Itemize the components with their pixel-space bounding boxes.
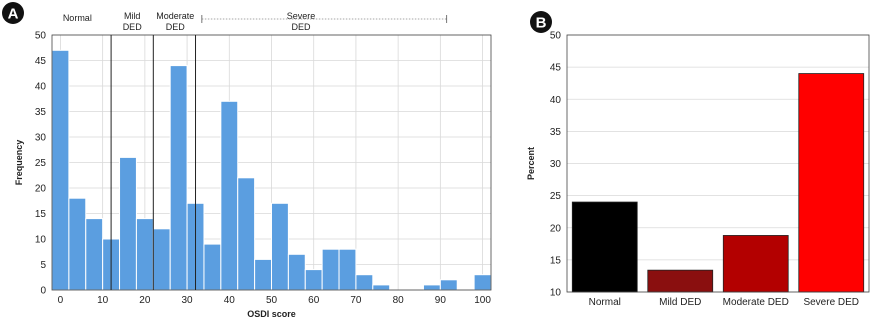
histogram-bar (254, 258, 273, 291)
band-label-severe-line1: Severe (287, 11, 316, 21)
severity-bar (571, 201, 638, 293)
histogram-y-tick-label: 25 (35, 158, 47, 169)
band-label-mild-line1: Mild (124, 11, 141, 21)
histogram-x-tick-label: 70 (350, 295, 362, 306)
panel-b-circle (530, 11, 552, 33)
severity-bar-category-label: Moderate DED (723, 297, 789, 308)
histogram-x-tick-label: 80 (393, 295, 405, 306)
histogram-y-tick-label: 15 (35, 209, 47, 220)
histogram-x-tick-label: 60 (308, 295, 320, 306)
histogram-y-tick-label: 45 (35, 56, 47, 67)
histogram-y-tick-label: 10 (35, 235, 47, 246)
severity-bar (647, 269, 714, 293)
severity-bar-category-label: Normal (589, 297, 621, 308)
histogram-bar (422, 284, 441, 291)
severity-bar-y-tick-label: 35 (550, 127, 562, 138)
histogram-y-tick-label: 35 (35, 107, 47, 118)
severity-bar-y-tick-label: 40 (550, 95, 562, 106)
severity-bar-chart: 10 15 20 25 30 35 40 45 50 Normal Mild DED Moderat… (526, 31, 870, 308)
histogram-bar (237, 177, 256, 291)
severity-bar-y-tick-label: 25 (550, 191, 562, 202)
histogram-bar (220, 100, 239, 291)
histogram-x-tick-label: 20 (139, 295, 151, 306)
histogram-bar (372, 284, 391, 291)
panel-a-badge: A (2, 2, 24, 24)
panel-a-letter: A (8, 6, 19, 23)
band-label-severe-line2: DED (292, 22, 312, 32)
histogram-x-tick-label: 0 (58, 295, 64, 306)
band-label-moderate-line2: DED (166, 22, 186, 32)
severity-bar-frame (566, 34, 870, 293)
histogram-bar (439, 279, 458, 291)
histogram-bar (321, 248, 340, 291)
histogram-bar (152, 228, 171, 291)
histogram-bar (473, 274, 492, 291)
histogram-x-axis-label: OSDI score (247, 309, 296, 319)
histogram-bar (169, 65, 188, 291)
histogram-x-tick-label: 10 (97, 295, 109, 306)
severity-bars (571, 73, 865, 293)
panel-b-badge: B (530, 11, 552, 33)
histogram-bar (85, 218, 104, 291)
severity-bar-y-ticks: 10 15 20 25 30 35 40 45 50 (550, 31, 562, 299)
histogram-x-tick-label: 30 (182, 295, 194, 306)
histogram-y-tick-label: 0 (40, 286, 46, 297)
band-label-mild-line2: DED (123, 22, 143, 32)
histogram-bar (68, 197, 87, 291)
histogram-x-tick-label: 50 (266, 295, 278, 306)
histogram-bar (287, 253, 306, 291)
band-label-normal: Normal (63, 13, 92, 23)
panel-b-letter: B (536, 15, 547, 32)
histogram-x-tick-label: 90 (435, 295, 447, 306)
histogram-bar (51, 49, 70, 291)
severity-bar-x-ticks: Normal Mild DED Moderate DED Severe DED (589, 297, 859, 308)
histogram-bars (51, 49, 492, 291)
histogram-bar (355, 274, 374, 291)
histogram-y-tick-label: 50 (35, 31, 47, 42)
histogram-chart: 0 5 10 15 20 25 30 35 40 45 50 0 10 20 30 40 50 60 70 80 90… (14, 11, 492, 319)
panel-a-circle (2, 2, 24, 24)
severity-bar-y-axis-label: Percent (526, 147, 536, 180)
severity-bar-y-tick-label: 20 (550, 223, 562, 234)
histogram-y-tick-label: 30 (35, 133, 47, 144)
severity-bar-y-tick-label: 50 (550, 31, 562, 42)
histogram-y-ticks: 0 5 10 15 20 25 30 35 40 45 50 (35, 31, 47, 297)
histogram-bar (338, 248, 357, 291)
severity-bar (722, 235, 789, 293)
histogram-bar (304, 269, 323, 291)
histogram-bar (119, 156, 137, 291)
band-label-moderate-line1: Moderate (156, 11, 194, 21)
histogram-x-tick-label: 100 (474, 295, 491, 306)
severity-band-labels: Normal Mild DED Moderate DED Severe DED (63, 11, 448, 32)
histogram-bar (135, 218, 154, 291)
histogram-bar (271, 202, 289, 291)
severity-bar-y-tick-label: 30 (550, 159, 562, 170)
severity-bar-category-label: Severe DED (803, 297, 859, 308)
histogram-y-axis-label: Frequency (14, 140, 24, 186)
severity-cutoff-lines (110, 35, 197, 290)
histogram-y-tick-label: 20 (35, 184, 47, 195)
severity-bar-y-tick-label: 10 (550, 288, 562, 299)
histogram-y-tick-label: 40 (35, 82, 47, 93)
histogram-frame (51, 34, 492, 291)
histogram-bar (203, 243, 222, 291)
severity-bar (798, 73, 865, 293)
severity-bar-category-label: Mild DED (659, 297, 701, 308)
histogram-x-ticks: 0 10 20 30 40 50 60 70 80 90 100 (58, 295, 492, 306)
histogram-y-tick-label: 5 (40, 260, 46, 271)
severity-bar-y-tick-label: 15 (550, 255, 562, 266)
severity-bar-y-tick-label: 45 (550, 63, 562, 74)
histogram-x-tick-label: 40 (224, 295, 236, 306)
